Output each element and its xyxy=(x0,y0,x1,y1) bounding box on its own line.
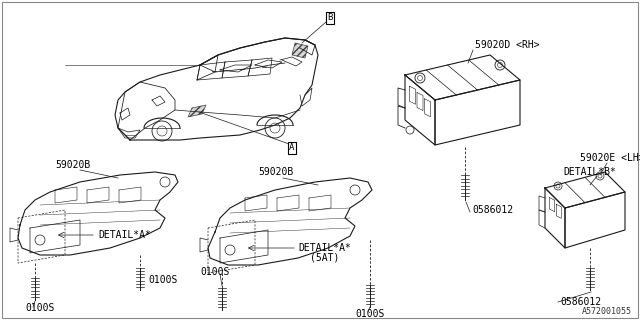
Text: A: A xyxy=(289,143,294,153)
Text: B: B xyxy=(327,13,333,22)
Text: 59020B: 59020B xyxy=(258,167,293,177)
Polygon shape xyxy=(292,43,308,58)
Text: 0100S: 0100S xyxy=(200,267,229,277)
Circle shape xyxy=(157,126,167,136)
Circle shape xyxy=(417,76,422,81)
Text: 0586012: 0586012 xyxy=(560,297,601,307)
Circle shape xyxy=(415,73,425,83)
Circle shape xyxy=(554,182,562,190)
Circle shape xyxy=(406,126,414,134)
Circle shape xyxy=(596,172,604,180)
Text: (5AT): (5AT) xyxy=(310,253,339,263)
Circle shape xyxy=(265,118,285,138)
Circle shape xyxy=(495,60,505,70)
Circle shape xyxy=(350,185,360,195)
Text: 59020D <RH>: 59020D <RH> xyxy=(475,40,540,50)
Text: 59020B: 59020B xyxy=(55,160,90,170)
Text: 0100S: 0100S xyxy=(25,303,54,313)
Circle shape xyxy=(598,174,602,178)
Text: 0586012: 0586012 xyxy=(472,205,513,215)
Text: 0100S: 0100S xyxy=(148,275,177,285)
Circle shape xyxy=(160,177,170,187)
Circle shape xyxy=(556,184,560,188)
Polygon shape xyxy=(188,105,206,117)
Circle shape xyxy=(270,123,280,133)
Text: 59020E <LH>: 59020E <LH> xyxy=(580,153,640,163)
Circle shape xyxy=(35,235,45,245)
Circle shape xyxy=(497,62,502,68)
Text: A572001055: A572001055 xyxy=(582,307,632,316)
Text: DETAIL*A*: DETAIL*A* xyxy=(298,243,351,253)
Circle shape xyxy=(225,245,235,255)
Text: DETAIL*B*: DETAIL*B* xyxy=(563,167,616,177)
Text: 0100S: 0100S xyxy=(355,309,385,319)
Text: DETAIL*A*: DETAIL*A* xyxy=(98,230,151,240)
Circle shape xyxy=(152,121,172,141)
